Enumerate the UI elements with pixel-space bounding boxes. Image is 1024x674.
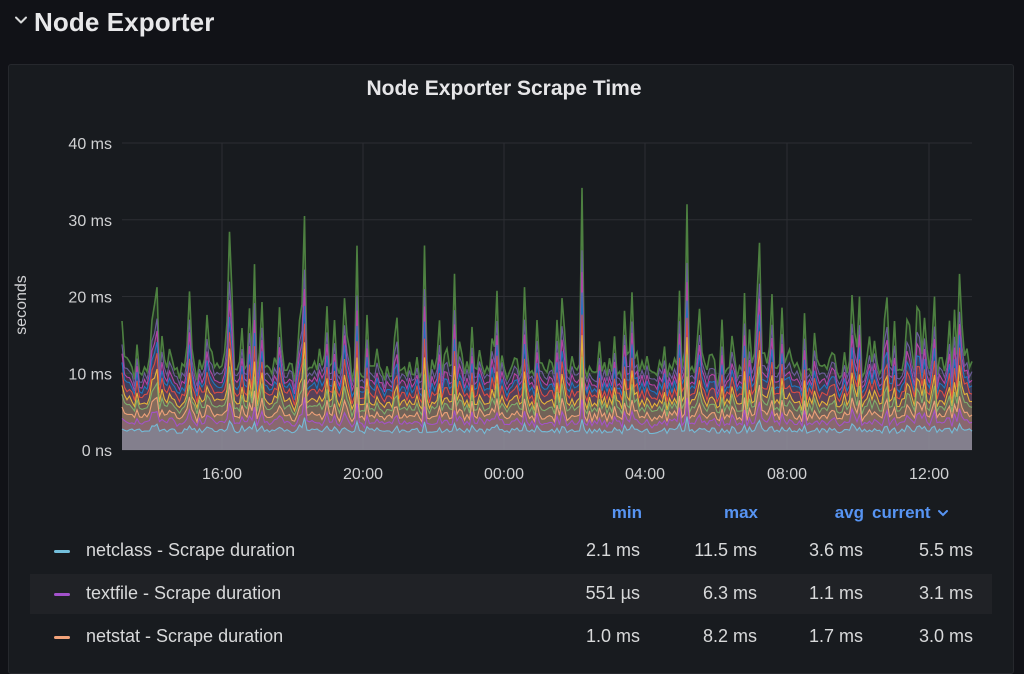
- scrape-time-chart[interactable]: 0 ns 10 ms 20 ms 30 ms 40 ms 16:00 20:00 00:00 0…: [0, 0, 1024, 500]
- legend-header-avg[interactable]: avg: [834, 503, 864, 522]
- series-avg: 1.1 ms: [808, 583, 863, 603]
- series-max: 8.2 ms: [702, 626, 757, 646]
- series-color-swatch[interactable]: [54, 550, 70, 553]
- legend-row[interactable]: textfile - Scrape duration 551 µs 6.3 ms…: [30, 574, 992, 614]
- x-tick-label: 04:00: [625, 466, 665, 483]
- series-current: 3.1 ms: [918, 583, 973, 603]
- series-avg: 3.6 ms: [808, 540, 863, 560]
- series-line: [121, 314, 973, 406]
- series-min: 2.1 ms: [585, 540, 640, 560]
- legend-header-current-label: current: [872, 503, 931, 522]
- series-color-swatch[interactable]: [54, 636, 70, 639]
- legend-row[interactable]: netclass - Scrape duration 2.1 ms 11.5 m…: [30, 531, 992, 571]
- legend-header-max[interactable]: max: [723, 503, 758, 522]
- x-tick-label: 00:00: [484, 466, 524, 483]
- y-tick-label: 10 ms: [68, 366, 112, 383]
- series-name[interactable]: netstat - Scrape duration: [86, 626, 284, 646]
- series-current: 5.5 ms: [918, 540, 973, 560]
- x-tick-label: 12:00: [909, 466, 949, 483]
- series-line: [121, 416, 973, 435]
- series-max: 11.5 ms: [694, 540, 757, 560]
- chevron-down-icon[interactable]: [14, 13, 28, 27]
- legend-header-current[interactable]: current: [872, 503, 972, 523]
- series-current: 3.0 ms: [918, 626, 973, 646]
- series-area: [122, 376, 972, 450]
- series-line: [121, 354, 973, 419]
- series-color-swatch[interactable]: [54, 593, 70, 596]
- x-tick-label: 16:00: [202, 466, 242, 483]
- y-tick-label: 40 ms: [68, 136, 112, 153]
- legend-row[interactable]: netstat - Scrape duration 1.0 ms 8.2 ms …: [30, 617, 992, 657]
- series-line: [121, 397, 973, 430]
- series-line: [121, 335, 973, 413]
- legend-header-min[interactable]: min: [611, 503, 642, 522]
- y-axis-label: seconds: [13, 275, 30, 335]
- series-avg: 1.7 ms: [808, 626, 863, 646]
- y-tick-label: 20 ms: [68, 290, 112, 307]
- series-line: [121, 376, 973, 424]
- y-tick-label: 0 ns: [82, 443, 112, 460]
- series-line: [121, 272, 973, 397]
- y-tick-label: 30 ms: [68, 213, 112, 230]
- series-min: 551 µs: [585, 583, 640, 603]
- series-line: [121, 292, 973, 401]
- panel-title[interactable]: Node Exporter Scrape Time: [366, 77, 642, 100]
- series-name[interactable]: netclass - Scrape duration: [86, 540, 296, 560]
- series-line: [121, 187, 973, 389]
- x-tick-label: 08:00: [767, 466, 807, 483]
- series-area: [122, 416, 972, 450]
- chevron-down-icon: [938, 510, 949, 517]
- series-min: 1.0 ms: [585, 626, 640, 646]
- series-name[interactable]: textfile - Scrape duration: [86, 583, 282, 603]
- series-max: 6.3 ms: [702, 583, 757, 603]
- row-title[interactable]: Node Exporter: [34, 7, 215, 37]
- row-header[interactable]: Node Exporter: [0, 0, 1024, 50]
- x-tick-label: 20:00: [343, 466, 383, 483]
